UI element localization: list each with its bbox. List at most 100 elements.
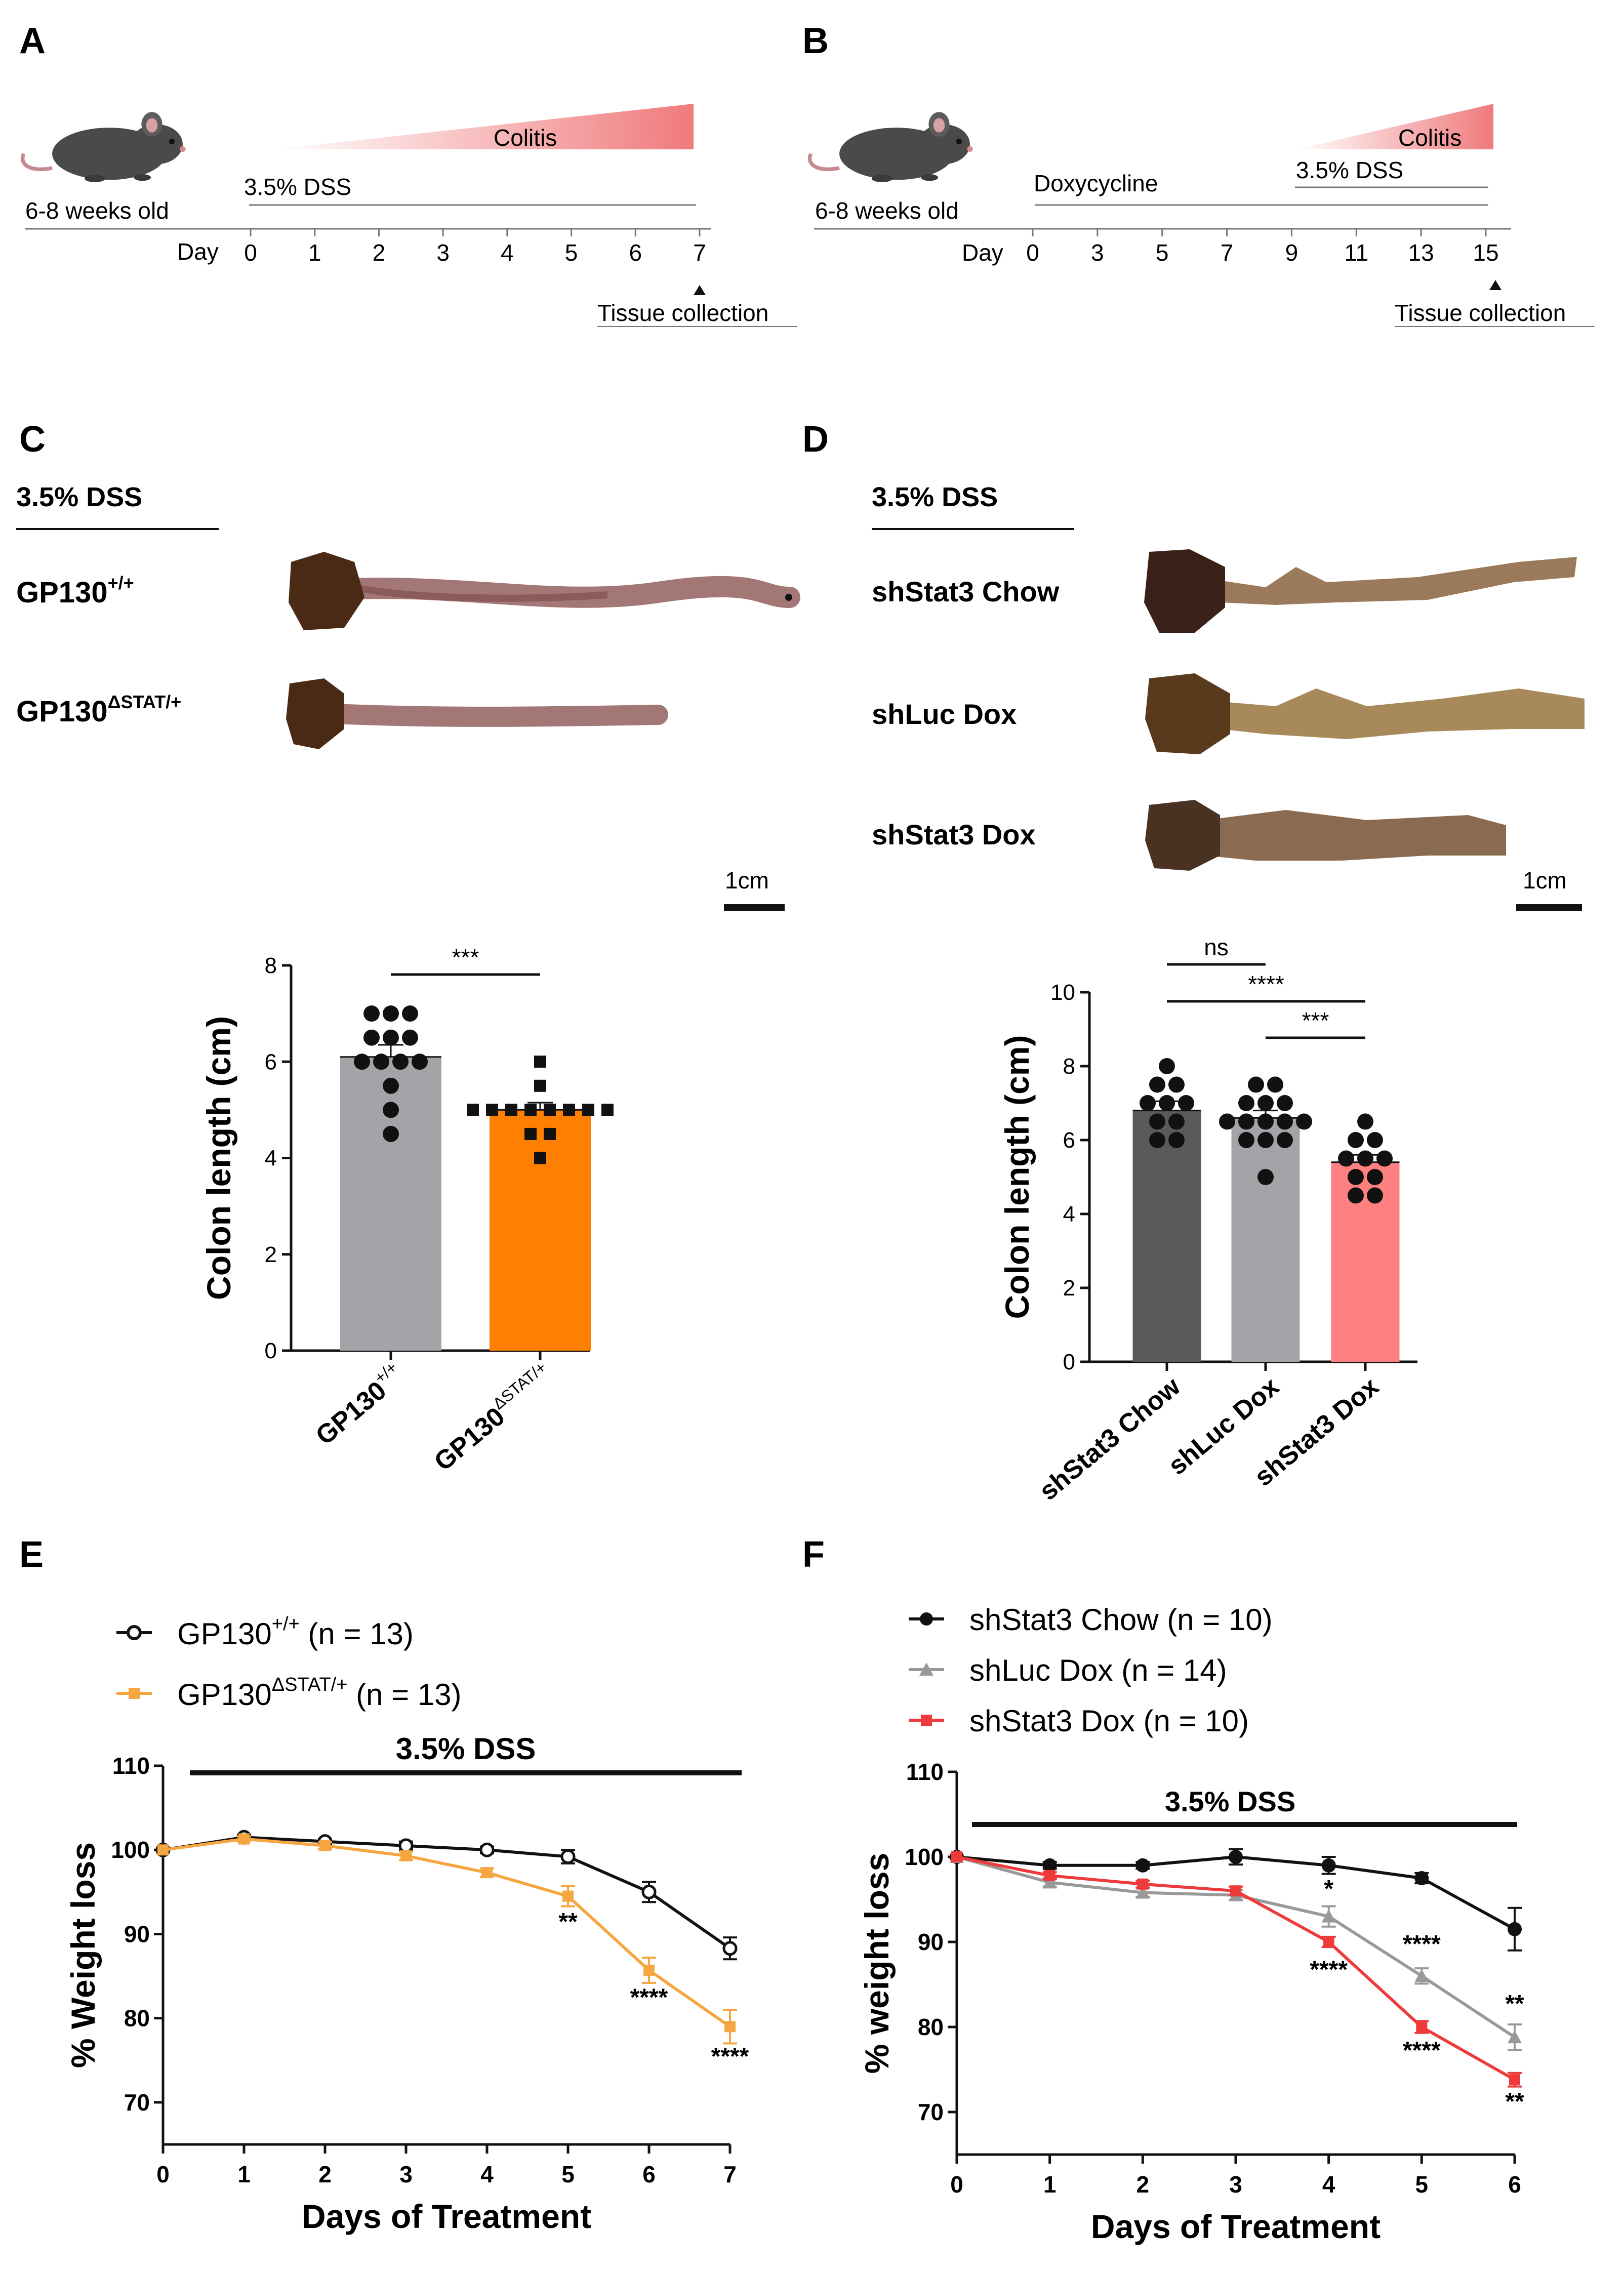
significance-label: ** (1505, 1991, 1524, 2017)
genotype-row-1: GP130+/+ (16, 573, 134, 609)
legend-marker (127, 1625, 142, 1640)
data-point (1135, 1858, 1150, 1873)
mouse-icon (23, 112, 186, 182)
panel-f: F shStat3 Chow (n = 10) shLuc Dox (n = 1… (802, 1534, 1524, 2245)
data-point (1257, 1132, 1274, 1148)
data-point (1296, 1113, 1312, 1130)
y-tick-label: 8 (1063, 1054, 1075, 1079)
x-tick-label: 5 (1415, 2171, 1429, 2198)
day-label: Day (177, 238, 219, 265)
colitis-label: Colitis (1398, 125, 1461, 151)
y-tick-label: 6 (265, 1049, 277, 1074)
data-point (383, 1125, 399, 1142)
data-point (392, 1053, 409, 1070)
legend-marker (129, 1688, 140, 1699)
panel-label-f: F (802, 1534, 825, 1575)
data-point (1178, 1095, 1194, 1111)
y-tick-label: 2 (1063, 1276, 1075, 1301)
series-line (163, 1836, 731, 1950)
data-point (1149, 1132, 1165, 1148)
data-point (1238, 1095, 1254, 1111)
x-tick-label: 2 (318, 2161, 332, 2187)
data-point (562, 1890, 574, 1902)
timeline-day-label: 1 (308, 239, 321, 266)
data-point (1348, 1169, 1364, 1185)
data-point (1135, 1885, 1150, 1899)
y-tick-label: 110 (906, 1759, 944, 1785)
series-line (163, 1837, 731, 2028)
age-label: 6-8 weeks old (815, 197, 959, 224)
data-point (402, 1005, 418, 1022)
group-row-2: shLuc Dox (872, 698, 1017, 730)
data-point (1044, 1870, 1055, 1881)
legend-entry-3: shStat3 Dox (n = 10) (969, 1704, 1249, 1738)
y-tick-label: 6 (1063, 1128, 1075, 1153)
y-tick-label: 80 (918, 2014, 944, 2040)
y-tick-label: 10 (1050, 980, 1075, 1005)
significance-label: **** (1403, 2037, 1441, 2064)
data-point (544, 1104, 556, 1116)
panel-c: C 3.5% DSS GP130+/+ GP130ΔSTAT/+ 1cm (16, 419, 800, 911)
data-point (373, 1053, 389, 1070)
y-tick-label: 4 (265, 1146, 277, 1171)
collection-arrow (1489, 280, 1501, 290)
dss-header: 3.5% DSS (872, 482, 998, 512)
timeline-ticks: 0 3 5 7 9 11 13 15 (1026, 229, 1499, 266)
data-point (544, 1127, 556, 1140)
data-point (534, 1152, 546, 1164)
scale-label: 1cm (1523, 867, 1567, 894)
data-point (1338, 1150, 1354, 1167)
colon-image (289, 552, 800, 630)
age-label: 6-8 weeks old (25, 197, 169, 224)
timeline-day-label: 4 (501, 239, 514, 266)
data-point (1248, 1076, 1264, 1093)
data-point (1509, 2074, 1520, 2086)
data-point (1042, 1858, 1057, 1873)
data-point (1277, 1095, 1293, 1111)
day-label: Day (962, 239, 1003, 266)
data-point (319, 1840, 331, 1851)
bar (1331, 1162, 1400, 1362)
significance-label: **** (630, 1984, 668, 2011)
collection-arrow (694, 285, 706, 295)
significance-label: *** (452, 944, 479, 970)
data-point (643, 1964, 655, 1976)
legend-marker (921, 1715, 932, 1726)
data-point (951, 1851, 962, 1862)
timeline-day-label: 5 (1156, 239, 1169, 266)
timeline-ticks: 0 1 2 3 4 5 6 7 (244, 229, 706, 266)
colitis-label: Colitis (494, 125, 557, 151)
data-point (157, 1844, 169, 1856)
timeline-day-label: 13 (1408, 239, 1434, 266)
data-point (1357, 1150, 1373, 1167)
y-axis-title: Colon length (cm) (998, 1035, 1036, 1319)
significance-label: *** (1302, 1007, 1329, 1034)
data-point (641, 1884, 657, 1899)
data-point (1416, 2021, 1428, 2033)
data-point (402, 1029, 418, 1046)
category-label: shStat3 Chow (1034, 1371, 1186, 1506)
data-point (1277, 1132, 1293, 1148)
bar (1132, 1110, 1201, 1362)
timeline-day-label: 3 (436, 239, 450, 266)
dss-label: 3.5% DSS (1296, 157, 1403, 183)
bar (340, 1057, 441, 1351)
y-tick-label: 0 (265, 1338, 277, 1363)
data-point (1168, 1076, 1185, 1093)
panel-e: E GP130+/+ (n = 13) GP130ΔSTAT/+ (n = 13… (19, 1534, 749, 2235)
x-tick-label: 2 (1136, 2171, 1150, 2198)
significance-label: ** (1505, 2088, 1524, 2115)
legend-marker (919, 1662, 933, 1676)
y-tick-label: 4 (1063, 1202, 1075, 1227)
y-tick-label: 8 (265, 953, 277, 978)
panel-a: A Colitis 3.5% DSS 6-8 weeks old Day 0 1 2… (19, 21, 797, 327)
data-point (1257, 1169, 1274, 1185)
panel-d: D 3.5% DSS shStat3 Chow shLuc Dox shStat… (802, 419, 1585, 911)
x-tick-label: 6 (642, 2161, 656, 2187)
data-point (505, 1104, 517, 1116)
data-point (563, 1104, 575, 1116)
significance-label: ** (558, 1909, 578, 1935)
x-tick-label: 6 (1508, 2171, 1521, 2198)
y-tick-label: 80 (124, 2005, 150, 2032)
